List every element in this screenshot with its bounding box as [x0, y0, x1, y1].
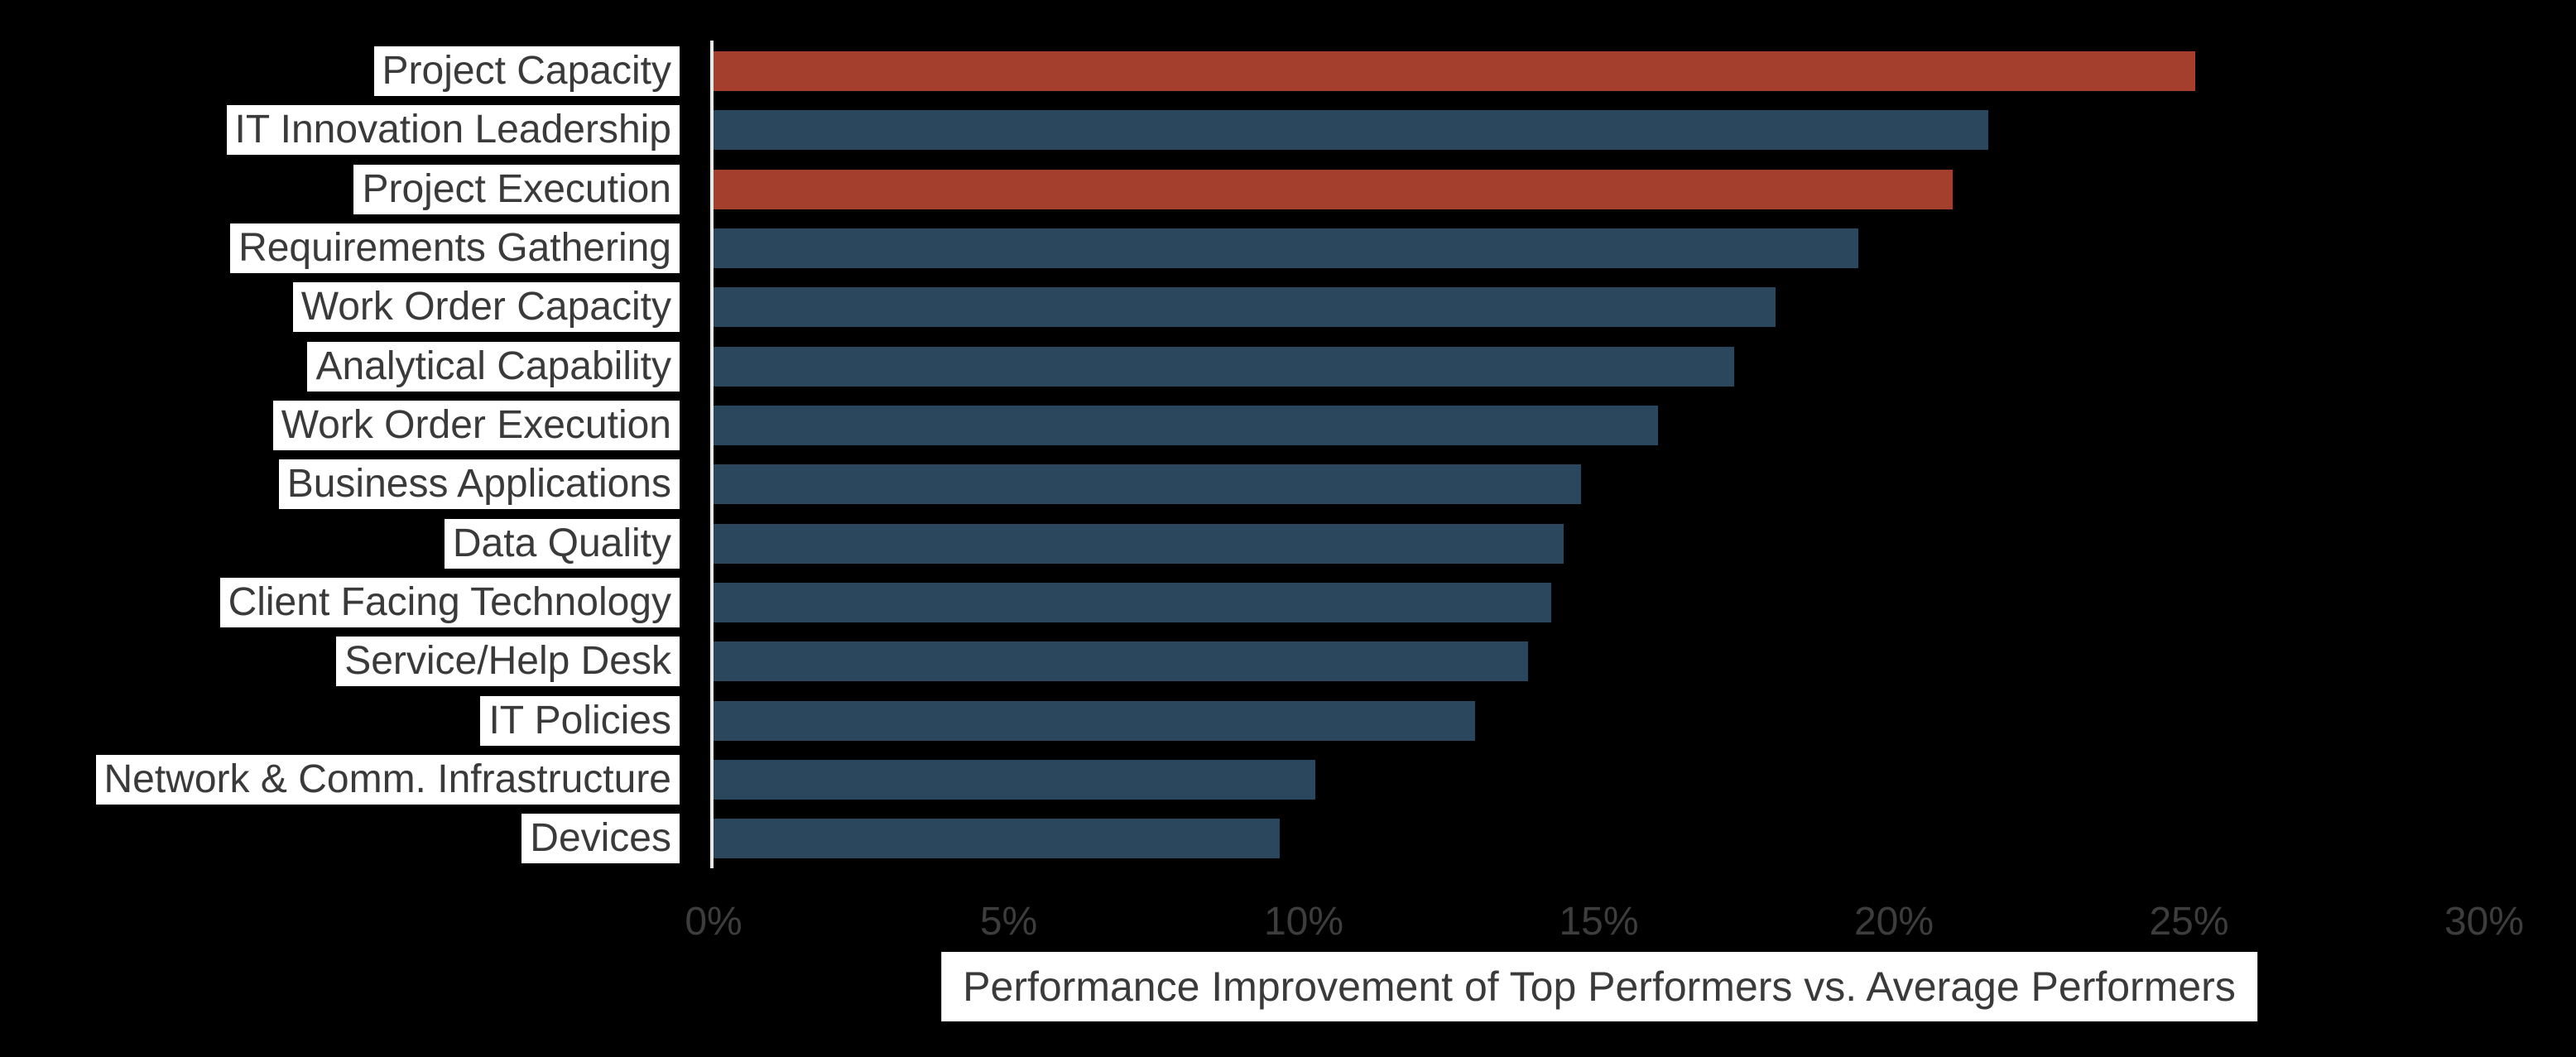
category-label: Data Quality — [444, 518, 680, 569]
category-label: Requirements Gathering — [230, 223, 680, 273]
bar — [714, 169, 1953, 209]
x-tick-label: 15% — [1559, 900, 1639, 944]
category-label: Client Facing Technology — [219, 577, 680, 627]
bar — [714, 110, 1988, 151]
x-axis-title: Performance Improvement of Top Performer… — [941, 952, 2257, 1021]
category-label: IT Innovation Leadership — [226, 105, 680, 156]
category-label: Network & Comm. Infrastructure — [95, 754, 680, 805]
bar — [714, 287, 1776, 328]
category-label: Service/Help Desk — [336, 637, 680, 687]
bar — [714, 759, 1315, 800]
category-label: Analytical Capability — [307, 341, 680, 392]
category-label: Project Execution — [353, 164, 680, 214]
x-tick-label: 20% — [1853, 900, 1934, 944]
category-label: Business Applications — [278, 459, 680, 510]
bar — [714, 582, 1551, 622]
x-tick-label: 10% — [1263, 900, 1344, 944]
category-label: Work Order Capacity — [292, 282, 680, 333]
bar — [714, 641, 1528, 682]
x-tick-label: 25% — [2149, 900, 2229, 944]
x-tick-label: 5% — [979, 900, 1038, 944]
bar — [714, 405, 1658, 445]
category-label: Project Capacity — [373, 46, 680, 96]
bar — [714, 523, 1564, 564]
category-label: Work Order Execution — [272, 400, 680, 450]
y-axis-line — [710, 41, 714, 868]
category-label: Devices — [521, 814, 680, 864]
bar — [714, 228, 1858, 268]
x-tick-label: 0% — [685, 900, 743, 944]
bar — [714, 346, 1734, 387]
bar — [714, 819, 1280, 859]
x-tick-label: 30% — [2444, 900, 2525, 944]
bar — [714, 464, 1581, 505]
category-label: IT Policies — [480, 695, 680, 746]
bar — [714, 700, 1475, 741]
bar — [714, 51, 2195, 91]
